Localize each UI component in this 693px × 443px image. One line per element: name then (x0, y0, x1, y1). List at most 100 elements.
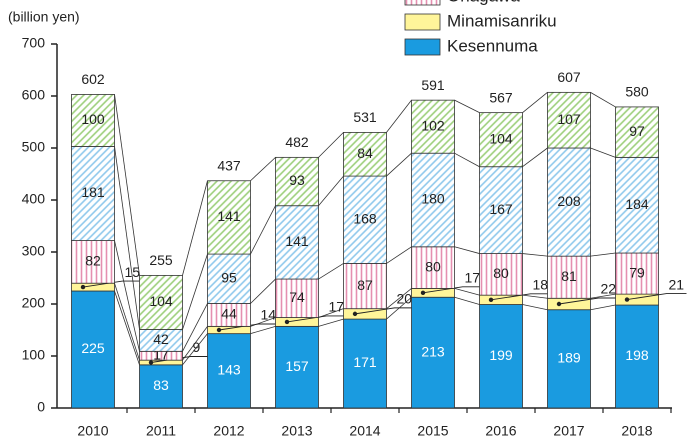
x-tick-label: 2011 (146, 423, 176, 439)
data-label: 84 (357, 145, 373, 161)
legend-label: Kesennuma (447, 36, 538, 55)
data-label: 198 (625, 347, 649, 363)
bar-segment (343, 175, 387, 264)
y-tick-label: 200 (22, 295, 46, 311)
total-label: 482 (285, 134, 309, 150)
data-label: 74 (289, 289, 305, 305)
x-tick-label: 2014 (349, 423, 380, 439)
data-label: 14 (261, 307, 277, 323)
data-label: 104 (149, 293, 173, 309)
bar-segment (275, 205, 319, 280)
data-label: 17 (465, 270, 481, 286)
data-label: 79 (629, 264, 645, 280)
connector (590, 304, 616, 311)
x-tick-label: 2012 (213, 423, 244, 439)
bar-segment (275, 317, 319, 327)
y-tick-label: 500 (22, 139, 46, 155)
bar-segment (71, 290, 115, 409)
data-label: 93 (289, 172, 305, 188)
legend-swatch (404, 0, 441, 6)
x-tick-label: 2016 (485, 423, 516, 439)
data-label: 80 (493, 265, 509, 281)
data-label: 184 (625, 196, 649, 212)
bar-segment (343, 131, 387, 177)
bar-segment (411, 152, 455, 248)
data-label: 87 (357, 277, 373, 293)
data-label: 141 (285, 233, 309, 249)
bar-segment (71, 282, 115, 292)
x-tick-label: 2015 (417, 423, 448, 439)
data-label: 82 (85, 253, 101, 269)
data-label: 102 (421, 117, 445, 133)
bar-segment (275, 325, 319, 409)
data-label: 167 (489, 201, 513, 217)
bar-segment (615, 156, 659, 254)
leader-line (82, 280, 143, 288)
connector (454, 99, 480, 113)
bar-segment (71, 94, 115, 147)
connector (114, 283, 140, 361)
connector (318, 308, 344, 318)
data-label: 180 (421, 191, 445, 207)
data-label: 208 (557, 193, 581, 209)
bar-segment (547, 309, 591, 409)
connector (182, 303, 208, 352)
bar-segment (207, 325, 251, 335)
y-tick-label: 400 (22, 191, 46, 207)
y-tick-label: 100 (22, 347, 46, 363)
connector (182, 253, 208, 330)
bar-segment (615, 106, 659, 158)
connector (454, 288, 480, 296)
data-label: 21 (669, 276, 685, 292)
connector (522, 304, 548, 311)
data-label: 213 (421, 343, 445, 359)
connector (590, 92, 616, 108)
connector (318, 132, 344, 158)
data-label: 20 (397, 291, 413, 307)
total-label: 607 (557, 69, 581, 85)
bar-segment (343, 263, 387, 310)
data-label: 83 (153, 377, 169, 393)
connector (114, 240, 140, 352)
legend-label: Minamisanriku (447, 11, 557, 30)
connector (386, 288, 412, 309)
connector (522, 294, 548, 299)
connector (318, 263, 344, 280)
y-axis-label: (billion yen) (8, 9, 80, 25)
connector (250, 278, 276, 304)
connector (250, 157, 276, 182)
connector (318, 318, 344, 327)
connector (522, 92, 548, 113)
bar-segment (479, 112, 523, 168)
bar-segment (479, 166, 523, 254)
data-label: 189 (557, 350, 581, 366)
bar-segment (547, 91, 591, 149)
y-tick-label: 600 (22, 87, 46, 103)
y-tick-label: 300 (22, 243, 46, 259)
legend-label: Onagawa (447, 0, 520, 5)
data-label: 22 (601, 281, 617, 297)
data-label: 95 (221, 269, 237, 285)
data-label: 80 (425, 258, 441, 274)
bar-segment (411, 99, 455, 154)
bar-segment (479, 253, 523, 296)
data-label: 100 (81, 111, 105, 127)
data-label: 168 (353, 210, 377, 226)
total-label: 255 (149, 252, 173, 268)
connector (454, 296, 480, 305)
total-label: 531 (353, 109, 377, 125)
data-label: 81 (561, 268, 577, 284)
leader-line (422, 286, 483, 294)
y-tick-label: 700 (22, 35, 46, 51)
connector (522, 147, 548, 168)
leader-line (218, 323, 279, 331)
bar-segment (207, 253, 251, 304)
connector (386, 246, 412, 264)
total-label: 602 (81, 71, 105, 87)
leader-line (354, 307, 415, 315)
connector (250, 325, 276, 335)
data-label: 15 (125, 264, 141, 280)
connector (182, 180, 208, 276)
connector (590, 293, 616, 299)
bar-segment (139, 364, 183, 409)
